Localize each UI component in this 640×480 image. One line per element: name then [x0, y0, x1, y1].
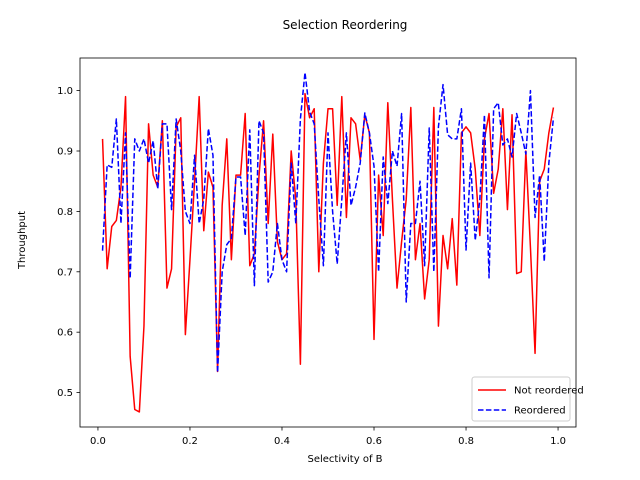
y-tick-label: 0.5	[57, 388, 73, 399]
chart-title: Selection Reordering	[283, 18, 408, 32]
y-tick-label: 1.0	[57, 86, 73, 97]
x-tick-label: 0.0	[90, 436, 106, 447]
plot-area	[79, 57, 577, 428]
y-tick-label: 0.8	[57, 207, 73, 218]
y-axis-label: Throughput	[17, 211, 28, 270]
plot-frame	[79, 57, 577, 428]
series-line-reordered	[101, 71, 555, 374]
x-tick-label: 0.8	[458, 436, 474, 447]
x-tick-label: 0.4	[274, 436, 290, 447]
x-axis-label: Selectivity of B	[307, 454, 382, 465]
legend-label-reordered: Reordered	[514, 406, 566, 417]
x-tick-label: 1.0	[550, 436, 566, 447]
legend: Not reordered Reordered	[471, 376, 584, 422]
x-axis: 0.0 0.2 0.4 0.6 0.8 1.0	[90, 427, 566, 447]
y-tick-label: 0.9	[57, 147, 73, 158]
x-tick-label: 0.2	[182, 436, 198, 447]
y-axis: 0.5 0.6 0.7 0.8 0.9 1.0	[57, 86, 80, 399]
y-tick-label: 0.6	[57, 328, 73, 339]
x-tick-label: 0.6	[366, 436, 382, 447]
legend-label-not-reordered: Not reordered	[514, 386, 584, 397]
y-tick-label: 0.7	[57, 267, 73, 278]
